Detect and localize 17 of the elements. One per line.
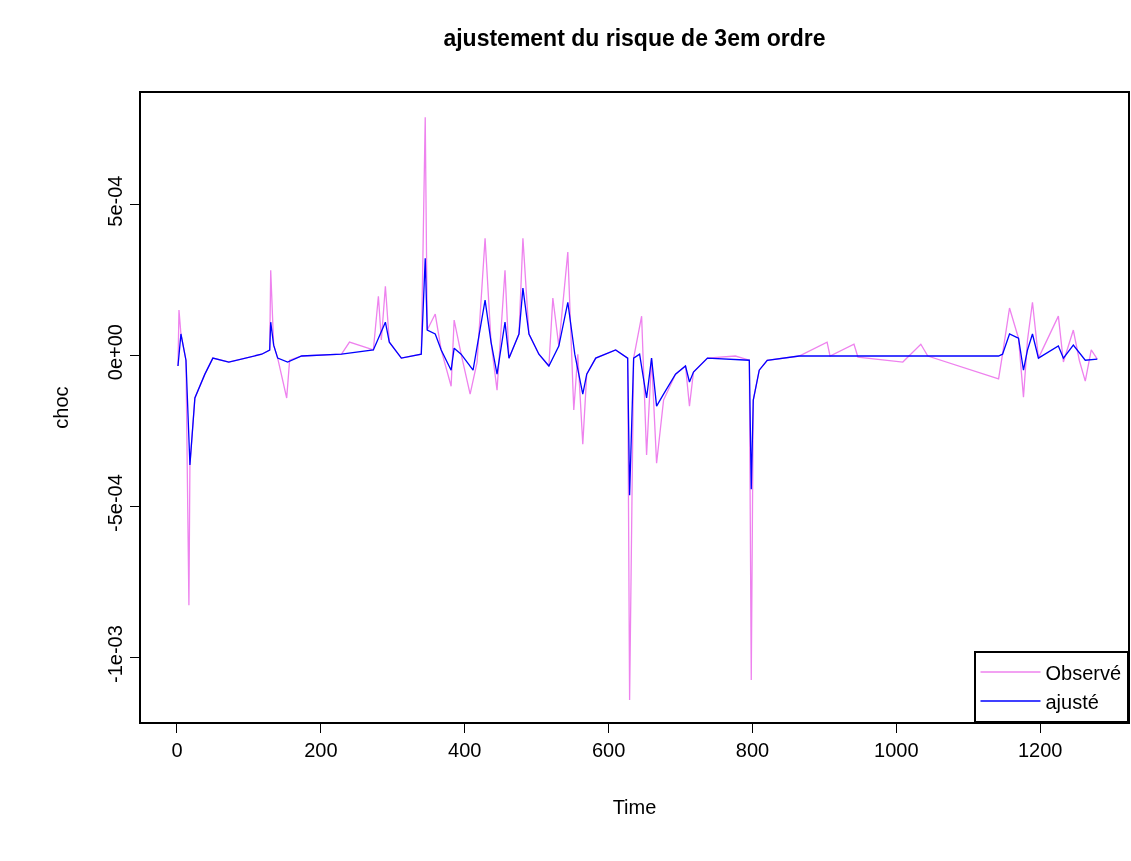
chart-title: ajustement du risque de 3em ordre xyxy=(443,25,826,52)
y-tick-label: -5e-04 xyxy=(104,474,127,532)
legend-label: Observé xyxy=(1045,661,1122,684)
y-tick-label: -1e-03 xyxy=(104,625,127,683)
x-tick-label: 800 xyxy=(735,738,770,761)
legend-label: ajusté xyxy=(1045,690,1099,713)
x-tick-label: 0 xyxy=(171,738,183,761)
y-tick-label: 0e+00 xyxy=(104,324,127,381)
x-tick-label: 200 xyxy=(304,738,338,761)
x-tick-label: 600 xyxy=(591,738,626,761)
line-series xyxy=(177,257,1098,496)
x-axis-title: Time xyxy=(612,795,657,818)
x-tick-label: 1200 xyxy=(1017,738,1063,761)
x-tick-label: 400 xyxy=(448,738,482,761)
y-tick-label: 5e-04 xyxy=(104,175,127,227)
x-tick-label: 1000 xyxy=(874,738,919,761)
y-axis-title: choc xyxy=(50,386,73,429)
